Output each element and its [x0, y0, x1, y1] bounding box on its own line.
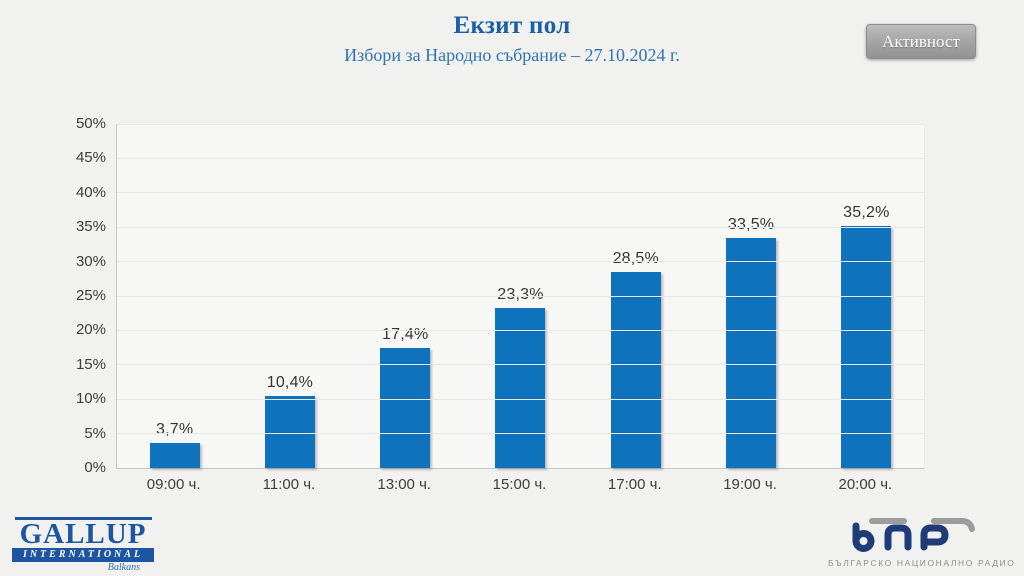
y-tick-label: 5%: [84, 424, 106, 442]
bar-value-label: 3,7%: [156, 420, 194, 438]
gridline: [117, 157, 924, 159]
y-tick-label: 15%: [75, 355, 106, 373]
bnr-logo-icon: [852, 518, 975, 552]
y-tick-label: 45%: [75, 149, 106, 167]
bar-value-label: 23,3%: [497, 285, 544, 303]
bnr-logo-caption: БЪЛГАРСКО НАЦИОНАЛНО РАДИО: [828, 558, 1016, 568]
x-axis: 09:00 ч. 11:00 ч. 13:00 ч. 15:00 ч. 17:00 ч.…: [116, 476, 923, 493]
y-tick-label: 35%: [75, 218, 106, 236]
bar: [726, 237, 777, 468]
gridline: [117, 329, 924, 331]
bar-group: 35,2%: [809, 124, 924, 468]
x-tick-label: 09:00 ч.: [146, 476, 201, 493]
bar-value-label: 10,4%: [266, 374, 314, 392]
y-tick-label: 50%: [75, 115, 106, 132]
y-tick-label: 30%: [75, 252, 106, 270]
bar: [380, 348, 431, 468]
bar: [264, 396, 315, 468]
gridline: [117, 398, 924, 400]
gridline: [117, 295, 924, 297]
gridline: [117, 261, 924, 263]
chart-title: Екзит пол: [453, 12, 571, 39]
gridline: [117, 192, 924, 194]
y-tick-label: 10%: [75, 390, 106, 408]
x-tick-label: 11:00 ч.: [262, 476, 316, 493]
y-tick-label: 40%: [75, 183, 106, 201]
bar-series: 3,7% 10,4% 17,4% 23,3% 28,5% 33,5% 35,2%: [117, 124, 924, 468]
gallup-logo-name: GALLUP: [19, 518, 147, 550]
gallup-logo-subtitle: INTERNATIONAL: [12, 548, 154, 562]
bar: [610, 271, 661, 468]
y-axis: 0% 5% 10% 15% 20% 25% 30% 35% 40% 45% 50%: [0, 115, 106, 476]
activity-button-label: Активност: [882, 31, 960, 51]
activity-button[interactable]: Активност: [866, 24, 976, 59]
x-tick-label: 19:00 ч.: [723, 476, 777, 493]
bar-value-label: 35,2%: [843, 203, 890, 221]
y-tick-label: 25%: [75, 287, 106, 304]
bar-group: 10,4%: [232, 124, 347, 468]
gridline: [117, 364, 924, 366]
plot-area: 3,7% 10,4% 17,4% 23,3% 28,5% 33,5% 35,2%: [116, 123, 925, 469]
bar-group: 33,5%: [693, 124, 808, 468]
x-tick-label: 20:00 ч.: [838, 476, 893, 493]
gridline: [117, 123, 924, 125]
gridline: [117, 226, 924, 228]
bar: [149, 442, 200, 468]
x-tick-label: 17:00 ч.: [607, 476, 662, 493]
gallup-logo-region: Balkans: [107, 562, 140, 573]
chart-subtitle: Избори за Народно събрание – 27.10.2024 …: [344, 45, 680, 65]
bar-group: 28,5%: [578, 124, 693, 468]
bar: [841, 225, 892, 468]
gallup-logo-rule: [15, 517, 152, 520]
bnr-logo: БЪЛГАРСКО НАЦИОНАЛНО РАДИО: [828, 516, 1016, 568]
gridline: [117, 433, 924, 435]
gallup-logo: GALLUP INTERNATIONAL Balkans: [12, 517, 154, 573]
bar: [495, 307, 546, 468]
y-tick-label: 0%: [84, 459, 106, 476]
y-tick-label: 20%: [75, 321, 106, 339]
bar-value-label: 33,5%: [727, 215, 775, 233]
bar-group: 23,3%: [463, 124, 578, 468]
bar-value-label: 28,5%: [612, 249, 659, 267]
x-tick-label: 13:00 ч.: [377, 476, 432, 493]
x-tick-label: 15:00 ч.: [492, 476, 547, 493]
